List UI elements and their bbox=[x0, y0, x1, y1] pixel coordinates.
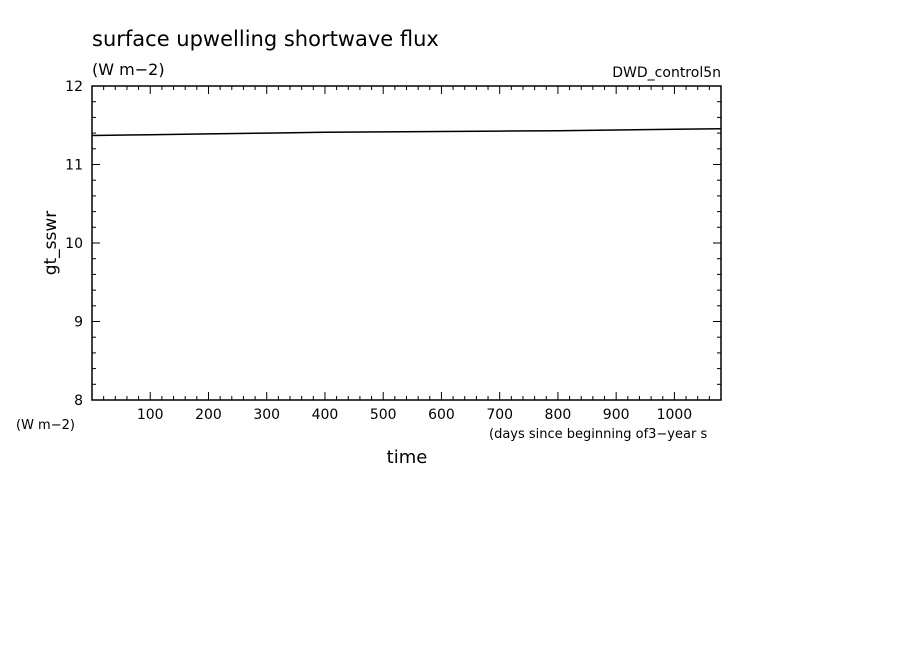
y-tick-label: 10 bbox=[65, 236, 83, 252]
chart-title: surface upwelling shortwave flux bbox=[92, 27, 439, 51]
x-tick-label: 600 bbox=[428, 407, 455, 423]
axis-ticks bbox=[92, 86, 721, 400]
x-axis-label: time bbox=[387, 447, 428, 468]
y-axis-label: gt_sswr bbox=[41, 211, 61, 276]
y-tick-label: 9 bbox=[74, 315, 83, 331]
y-tick-label: 8 bbox=[74, 393, 83, 409]
y-tick-label: 11 bbox=[65, 158, 83, 174]
x-tick-label: 700 bbox=[486, 407, 513, 423]
series-line bbox=[91, 128, 722, 137]
x-tick-label: 500 bbox=[370, 407, 397, 423]
x-tick-label: 300 bbox=[253, 407, 280, 423]
x-tick-label: 800 bbox=[545, 407, 572, 423]
x-tick-label: 900 bbox=[603, 407, 630, 423]
x-tick-label: 100 bbox=[137, 407, 164, 423]
x-tick-label: 400 bbox=[312, 407, 339, 423]
run-label: DWD_control5n bbox=[612, 65, 721, 81]
y-tick-label: 12 bbox=[65, 79, 83, 95]
x-tick-labels: 100 200 300 400 500 600 700 800 900 1000 bbox=[137, 407, 692, 423]
y-tick-labels: 8 9 10 11 12 bbox=[65, 79, 83, 409]
x-axis-units: (days since beginning of3−year s bbox=[489, 427, 707, 442]
x-tick-label: 1000 bbox=[657, 407, 693, 423]
chart-units: (W m−2) bbox=[92, 60, 165, 79]
x-tick-label: 200 bbox=[195, 407, 222, 423]
plot-frame bbox=[91, 85, 722, 401]
y-axis-units: (W m−2) bbox=[16, 418, 75, 433]
